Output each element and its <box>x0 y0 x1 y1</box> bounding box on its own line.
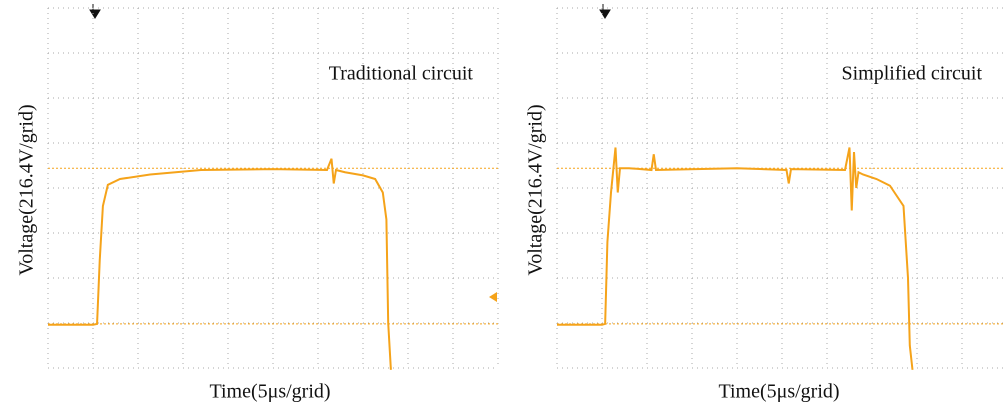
y-axis-label: Voltage(216.4V/grid) <box>525 104 547 275</box>
level-marker <box>489 292 497 302</box>
trigger-marker <box>599 4 611 19</box>
x-axis-label: Time(5μs/grid) <box>718 381 839 403</box>
y-axis-label: Voltage(216.4V/grid) <box>16 104 38 275</box>
annotation: Traditional circuit <box>329 63 474 85</box>
x-axis-label: Time(5μs/grid) <box>209 381 330 403</box>
waveform <box>557 147 914 370</box>
waveform <box>48 158 392 370</box>
trigger-marker <box>89 4 101 19</box>
annotation: Simplified circuit <box>841 63 982 85</box>
